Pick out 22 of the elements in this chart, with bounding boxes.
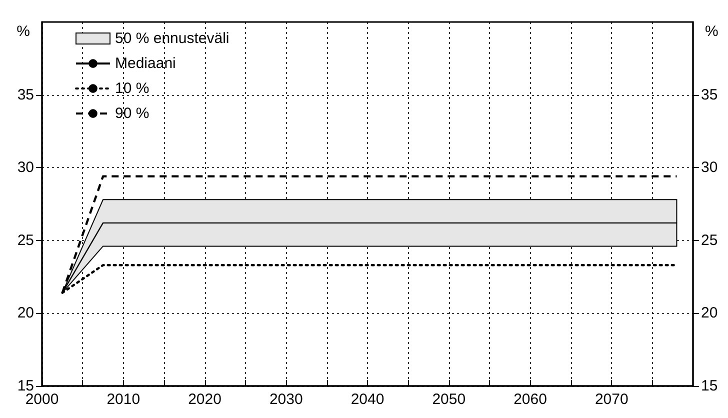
legend-label: 90 % <box>115 105 150 122</box>
x-tick-label: 2070 <box>594 391 628 408</box>
y2-tick-label: 20 <box>701 304 718 322</box>
x-tick-label: 2030 <box>269 391 303 408</box>
y2-tick-label: 15 <box>701 378 718 394</box>
y-axis-title: % <box>16 23 30 40</box>
x-tick-label: 2010 <box>106 391 140 408</box>
y2-tick-label: 30 <box>701 159 718 176</box>
y-tick-label: 20 <box>17 304 34 322</box>
x-tick-label: 2040 <box>350 391 384 408</box>
x-tick-label: 2060 <box>514 391 547 408</box>
x-tick-label: 2020 <box>188 391 222 408</box>
y-tick-label: 30 <box>17 159 34 176</box>
legend-label: 10 % <box>115 80 150 97</box>
legend-label: 50 % ennusteväli <box>115 30 230 47</box>
x-tick-label: 2050 <box>432 391 466 408</box>
y2-tick-label: 25 <box>701 232 718 249</box>
legend-label: Mediaani <box>115 55 176 72</box>
y-tick-label: 25 <box>17 232 34 249</box>
y2-axis-title: % <box>705 23 718 40</box>
y2-tick-label: 35 <box>701 86 718 104</box>
y-tick-label: 35 <box>17 86 34 104</box>
